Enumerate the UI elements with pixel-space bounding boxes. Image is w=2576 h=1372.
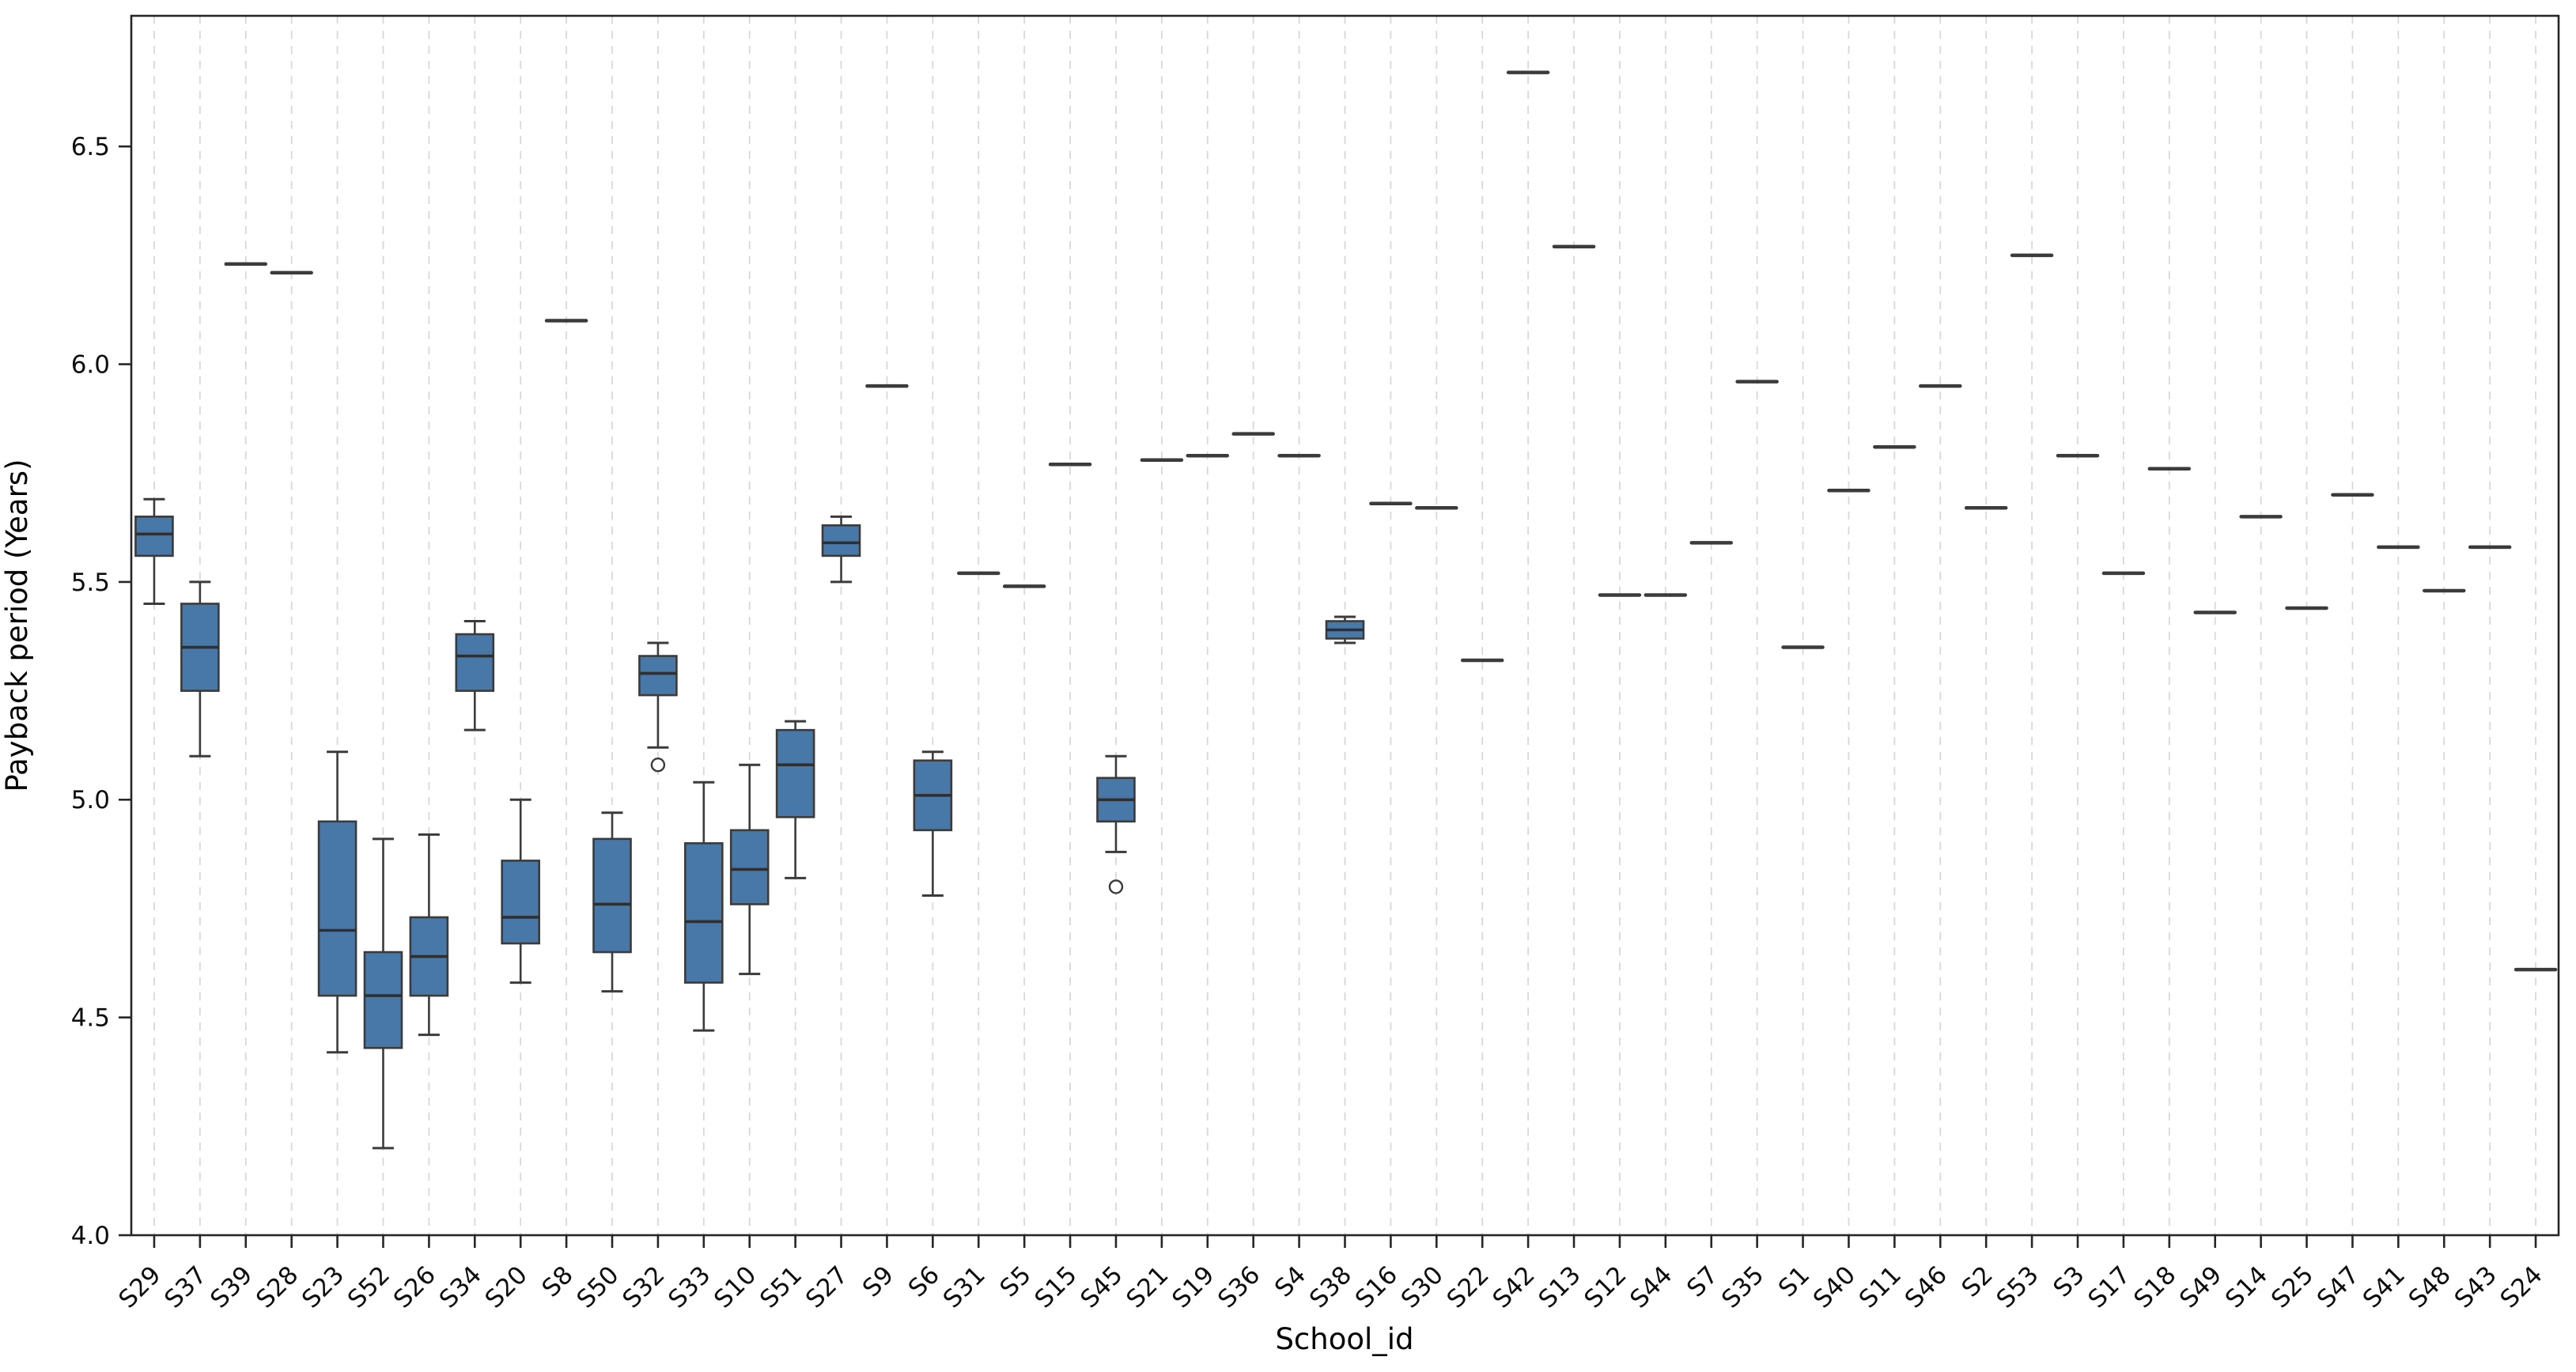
y-tick-label-4.5: 4.5 (71, 1003, 110, 1032)
x-tick-label-S4: S4 (1269, 1261, 1311, 1302)
box-S50 (592, 837, 632, 954)
x-tick-label-S17: S17 (2082, 1261, 2135, 1313)
x-tick-label-S16: S16 (1350, 1261, 1403, 1313)
x-tick-label-S23: S23 (297, 1261, 350, 1313)
x-tick-label-S27: S27 (800, 1261, 853, 1313)
x-tick-label-S10: S10 (709, 1261, 762, 1313)
y-axis-title: Payback period (Years) (0, 459, 34, 792)
x-tick-label-S12: S12 (1579, 1261, 1632, 1313)
x-tick-label-S37: S37 (159, 1261, 212, 1313)
x-tick-label-S31: S31 (938, 1261, 991, 1313)
x-tick-label-S19: S19 (1167, 1261, 1220, 1313)
box-S32 (638, 655, 678, 697)
x-tick-label-S48: S48 (2404, 1261, 2457, 1313)
x-tick-label-S25: S25 (2266, 1261, 2319, 1313)
box-S52 (363, 951, 403, 1049)
x-tick-label-S32: S32 (617, 1261, 670, 1313)
box-S23 (317, 820, 357, 997)
x-tick-label-S36: S36 (1212, 1261, 1265, 1313)
y-tick-label-5.0: 5.0 (71, 786, 110, 815)
x-tick-label-S42: S42 (1488, 1261, 1541, 1313)
x-tick-label-S9: S9 (857, 1261, 899, 1302)
x-tick-label-S24: S24 (2495, 1261, 2548, 1313)
outlier-S45-0 (1108, 879, 1124, 894)
x-tick-label-S47: S47 (2312, 1261, 2365, 1313)
y-tick-label-4.0: 4.0 (71, 1222, 110, 1250)
x-tick-label-S20: S20 (480, 1261, 533, 1313)
x-tick-label-S46: S46 (1900, 1261, 1953, 1313)
x-tick-label-S11: S11 (1854, 1261, 1907, 1313)
box-S10 (729, 829, 770, 905)
x-tick-label-S52: S52 (342, 1261, 395, 1313)
y-tick-label-6.0: 6.0 (71, 350, 110, 379)
x-tick-label-S35: S35 (1716, 1261, 1769, 1313)
x-tick-label-S5: S5 (994, 1261, 1036, 1302)
y-tick-label-5.5: 5.5 (71, 569, 110, 597)
x-tick-label-S14: S14 (2220, 1261, 2273, 1313)
x-tick-label-S13: S13 (1533, 1261, 1586, 1313)
x-tick-label-S50: S50 (571, 1261, 624, 1313)
x-tick-label-S49: S49 (2174, 1261, 2227, 1313)
x-tick-label-S34: S34 (434, 1261, 487, 1313)
x-tick-label-S51: S51 (755, 1261, 808, 1313)
x-tick-label-S33: S33 (663, 1261, 716, 1313)
box-S33 (684, 842, 724, 984)
x-tick-label-S39: S39 (205, 1261, 258, 1313)
x-tick-label-S28: S28 (251, 1261, 304, 1313)
x-tick-label-S43: S43 (2449, 1261, 2502, 1313)
x-tick-label-S53: S53 (1991, 1261, 2044, 1313)
x-tick-label-S1: S1 (1773, 1261, 1815, 1302)
box-S29 (134, 516, 174, 557)
x-tick-label-S41: S41 (2358, 1261, 2411, 1313)
x-tick-label-S7: S7 (1681, 1261, 1723, 1302)
x-tick-label-S6: S6 (903, 1261, 945, 1302)
y-tick-label-6.5: 6.5 (71, 133, 110, 161)
x-tick-label-S15: S15 (1029, 1261, 1082, 1313)
x-tick-label-S22: S22 (1442, 1261, 1495, 1313)
box-S34 (455, 633, 495, 692)
box-S51 (775, 728, 815, 818)
x-tick-label-S18: S18 (2128, 1261, 2181, 1313)
x-tick-label-S45: S45 (1075, 1261, 1128, 1313)
x-axis-title: School_id (1275, 1322, 1413, 1356)
box-S20 (501, 860, 540, 945)
x-tick-label-S44: S44 (1625, 1261, 1678, 1313)
x-tick-label-S29: S29 (113, 1261, 166, 1313)
x-tick-label-S40: S40 (1808, 1261, 1861, 1313)
x-tick-label-S3: S3 (2048, 1261, 2090, 1302)
outlier-S32-0 (650, 758, 666, 773)
x-tick-label-S26: S26 (388, 1261, 441, 1313)
x-tick-label-S21: S21 (1121, 1261, 1174, 1313)
x-tick-label-S38: S38 (1304, 1261, 1357, 1313)
x-tick-label-S8: S8 (536, 1261, 578, 1302)
x-tick-label-S30: S30 (1396, 1261, 1449, 1313)
x-tick-label-S2: S2 (1957, 1261, 1999, 1302)
box-S27 (821, 524, 861, 557)
